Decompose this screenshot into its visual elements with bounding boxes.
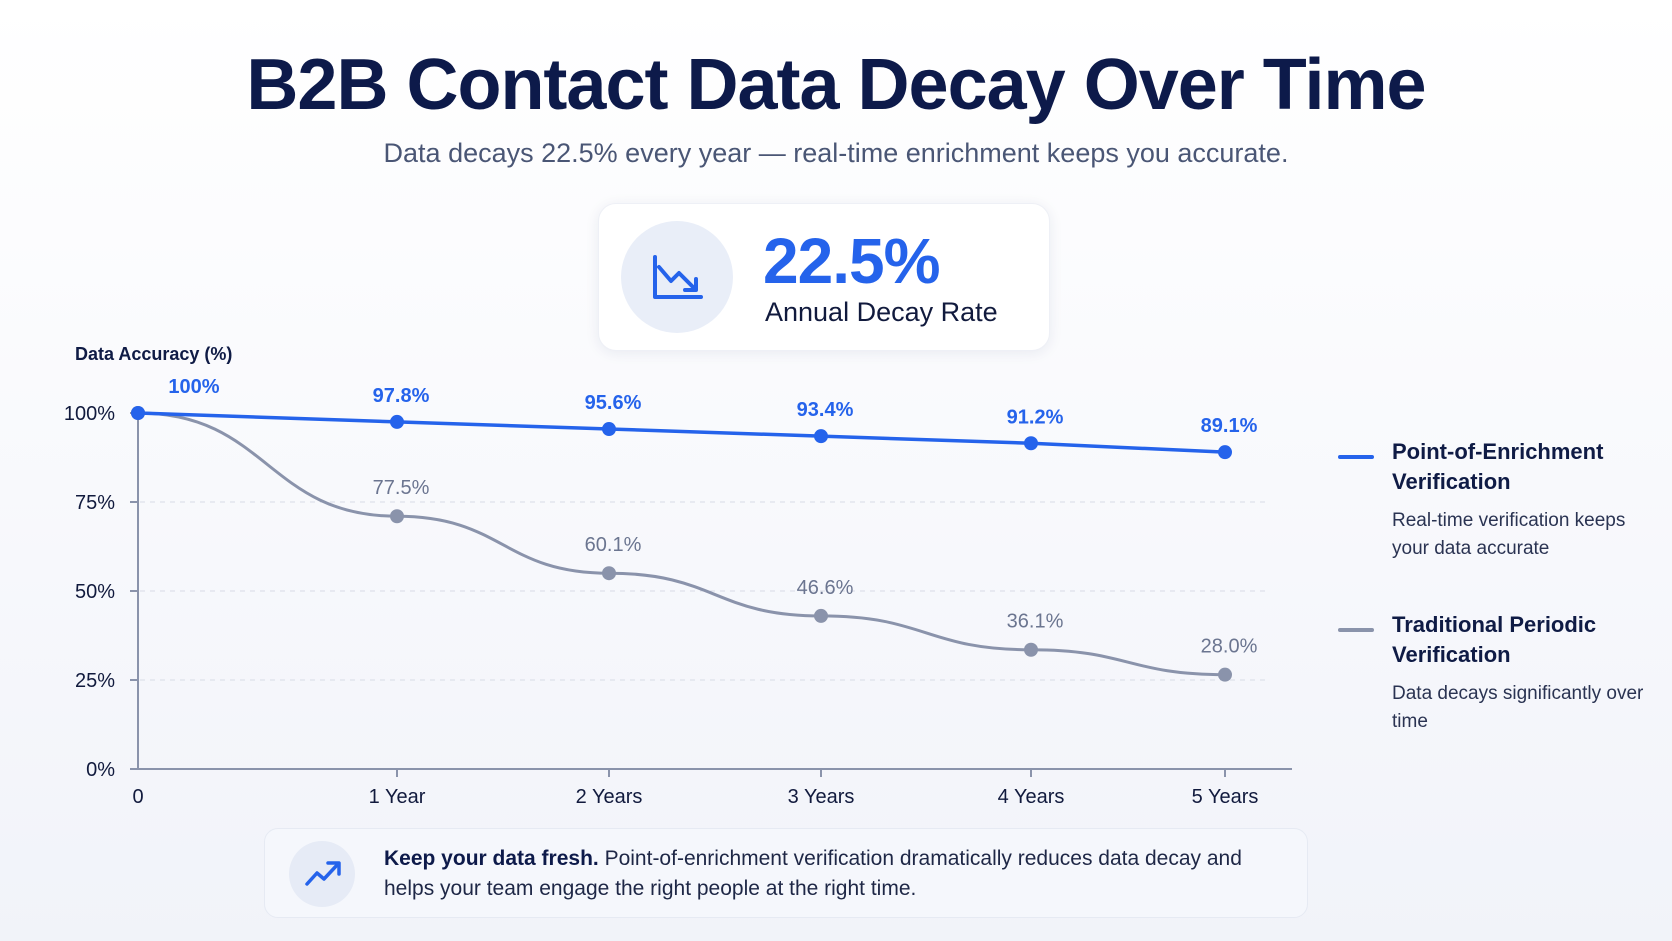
decay-rate-value: 22.5%	[763, 225, 940, 297]
x-tick-label: 1 Year	[369, 786, 426, 808]
legend-desc-enrichment: Real-time verification keeps your data a…	[1392, 510, 1626, 559]
data-label-enrichment: 89.1%	[1201, 415, 1258, 437]
data-point-enrichment	[602, 422, 616, 437]
callout-bold: Keep your data fresh.	[384, 847, 599, 870]
page-subtitle: Data decays 22.5% every year — real-time…	[383, 138, 1289, 168]
data-point-traditional	[1218, 667, 1232, 682]
y-tick-labels: 0% 25% 50% 75% 100%	[64, 403, 115, 781]
data-point-enrichment	[131, 406, 145, 420]
x-tick-labels: 0 1 Year 2 Years 3 Years 4 Years 5 Years	[132, 786, 1258, 808]
trend-up-icon	[289, 841, 355, 907]
series-line-enrichment	[136, 411, 1227, 454]
data-label-enrichment: 95.6%	[585, 392, 642, 414]
chart-series: 77.5% 60.1% 46.6% 36.1% 28.0% 100% 97.8% 95.6% 9…	[131, 376, 1258, 682]
x-tick-label: 2 Years	[576, 786, 643, 808]
callout-box: Keep your data fresh. Point-of-enrichmen…	[264, 828, 1308, 918]
trend-down-chart-icon	[621, 221, 733, 333]
callout-text: Keep your data fresh. Point-of-enrichmen…	[384, 844, 1294, 904]
data-label-traditional: 77.5%	[373, 477, 430, 499]
y-tick-label: 75%	[75, 492, 115, 514]
data-label-enrichment: 100%	[168, 376, 219, 398]
legend-swatch-traditional	[1338, 628, 1374, 632]
legend-title-enrichment: Point-of-Enrichment Verification	[1392, 439, 1604, 494]
data-point-traditional	[602, 566, 616, 581]
x-tick-label: 4 Years	[998, 786, 1065, 808]
x-tick-label: 5 Years	[1192, 786, 1259, 808]
data-point-traditional	[390, 509, 404, 524]
x-tick-label: 3 Years	[788, 786, 855, 808]
decay-rate-label: Annual Decay Rate	[765, 297, 998, 327]
legend-title-traditional: Traditional Periodic Verification	[1392, 612, 1597, 667]
y-axis-label: Data Accuracy (%)	[75, 344, 232, 364]
decay-line-chart: Data Accuracy (%) 0% 25% 50% 75% 100% 0 1 Yea…	[64, 344, 1292, 808]
legend-swatch-enrichment	[1338, 455, 1374, 459]
x-tick-label: 0	[132, 786, 143, 808]
data-point-enrichment	[1218, 445, 1232, 460]
data-point-enrichment	[1024, 436, 1038, 451]
legend-desc-traditional: Data decays significantly over time	[1392, 683, 1644, 732]
y-tick-label: 100%	[64, 403, 115, 425]
data-label-traditional: 36.1%	[1007, 611, 1064, 633]
data-label-enrichment: 91.2%	[1007, 406, 1064, 428]
callout-body: Point-of-enrichment verification dramati…	[384, 847, 1242, 900]
decay-rate-card: 22.5% Annual Decay Rate	[598, 203, 1050, 351]
data-label-enrichment: 93.4%	[797, 399, 854, 421]
chart-axes	[130, 412, 1292, 777]
y-tick-label: 0%	[86, 759, 115, 781]
data-label-traditional: 46.6%	[797, 577, 854, 599]
data-label-enrichment: 97.8%	[373, 385, 430, 407]
y-tick-label: 25%	[75, 670, 115, 692]
data-point-traditional	[1024, 642, 1038, 657]
page-title: B2B Contact Data Decay Over Time	[246, 45, 1426, 125]
data-point-enrichment	[390, 414, 404, 429]
data-point-traditional	[814, 608, 828, 623]
series-line-traditional	[136, 411, 1227, 677]
y-tick-label: 50%	[75, 581, 115, 603]
data-point-enrichment	[814, 429, 828, 444]
data-label-traditional: 28.0%	[1201, 636, 1258, 658]
data-label-traditional: 60.1%	[585, 534, 642, 556]
